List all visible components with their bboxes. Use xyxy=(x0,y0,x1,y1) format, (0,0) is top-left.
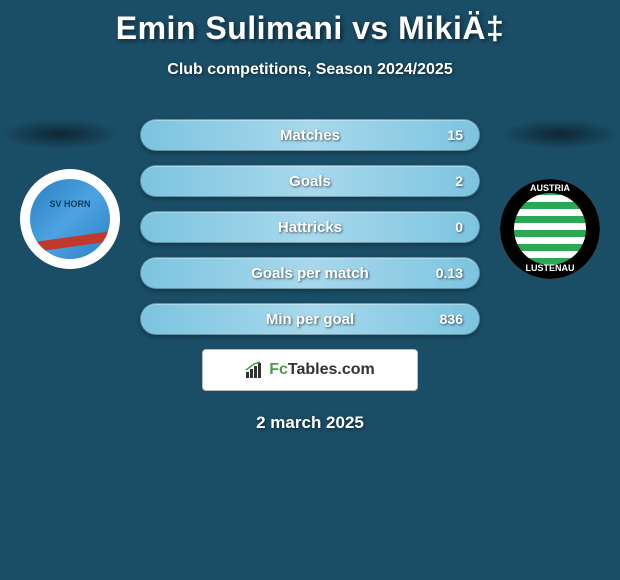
comparison-title: Emin Sulimani vs MikiÄ‡ xyxy=(0,0,620,47)
stat-label: Hattricks xyxy=(278,219,342,236)
team-badge-right-text-top: AUSTRIA xyxy=(530,183,570,193)
brand-prefix: Fc xyxy=(269,361,288,378)
brand-suffix: Tables.com xyxy=(288,361,375,378)
team-badge-left-stripe xyxy=(30,230,110,254)
team-badge-right: AUSTRIA LUSTENAU xyxy=(500,179,600,279)
stat-value: 2 xyxy=(455,173,463,189)
stat-row: Matches 15 xyxy=(140,119,480,151)
stat-label: Min per goal xyxy=(266,311,354,328)
brand-text: FcTables.com xyxy=(269,361,375,379)
stat-label: Goals per match xyxy=(251,265,369,282)
team-badge-right-outer: AUSTRIA LUSTENAU xyxy=(500,179,600,279)
player-shadow-left xyxy=(0,119,120,149)
player-shadow-right xyxy=(500,119,620,149)
stat-label: Matches xyxy=(280,127,340,144)
stat-value: 0.13 xyxy=(436,265,463,281)
stat-row: Goals per match 0.13 xyxy=(140,257,480,289)
stat-value: 836 xyxy=(440,311,463,327)
comparison-content: SV HORN AUSTRIA LUSTENAU Matches 15 Goal… xyxy=(0,119,620,433)
stat-row: Min per goal 836 xyxy=(140,303,480,335)
comparison-subtitle: Club competitions, Season 2024/2025 xyxy=(0,61,620,79)
stats-container: Matches 15 Goals 2 Hattricks 0 Goals per… xyxy=(140,119,480,335)
stat-row: Hattricks 0 xyxy=(140,211,480,243)
comparison-date: 2 march 2025 xyxy=(0,413,620,433)
brand-box[interactable]: FcTables.com xyxy=(202,349,418,391)
team-badge-right-inner xyxy=(514,193,586,265)
team-badge-left-inner: SV HORN xyxy=(30,179,110,259)
team-badge-left-text: SV HORN xyxy=(30,199,110,209)
team-badge-left: SV HORN xyxy=(20,169,120,269)
stat-label: Goals xyxy=(289,173,331,190)
chart-icon xyxy=(245,361,263,379)
stat-value: 0 xyxy=(455,219,463,235)
stat-value: 15 xyxy=(447,127,463,143)
team-badge-right-text-bottom: LUSTENAU xyxy=(526,263,575,273)
stat-row: Goals 2 xyxy=(140,165,480,197)
